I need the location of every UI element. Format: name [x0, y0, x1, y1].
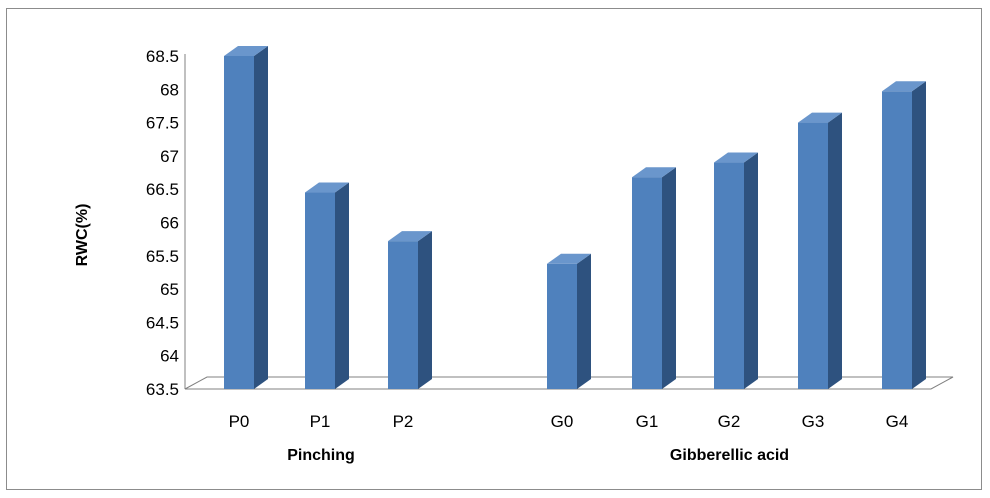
y-tick-label: 64 — [160, 347, 179, 366]
bar-top — [224, 46, 268, 56]
bar-top — [714, 152, 758, 163]
bar-p1 — [305, 182, 349, 389]
bar-p2 — [388, 231, 432, 389]
group-label: Pinching — [287, 447, 355, 464]
x-tick-label: G4 — [886, 412, 909, 431]
x-tick-label: P1 — [310, 412, 331, 431]
bar-front — [714, 162, 744, 389]
bar-front — [388, 241, 418, 389]
bar-top — [798, 112, 842, 123]
rwc-bar-chart: 68.5 68 67.5 67 66.5 66 65.5 65 64.5 64 63.5 P0 P1 P… — [74, 46, 954, 464]
x-tick-label: P0 — [229, 412, 250, 431]
bar-side — [744, 152, 758, 389]
bar-g4 — [882, 81, 926, 389]
bar-top — [547, 253, 591, 264]
bar-top — [305, 182, 349, 193]
bar-front — [882, 91, 912, 389]
bar-g3 — [798, 112, 842, 389]
bar-side — [577, 253, 591, 389]
bar-front — [305, 192, 335, 389]
y-tick-label: 67.5 — [146, 114, 179, 133]
y-tick-label: 68 — [160, 80, 179, 99]
x-tick-label: G0 — [551, 412, 574, 431]
bar-g1 — [632, 167, 676, 389]
bar-p0 — [224, 46, 268, 389]
y-tick-label: 65 — [160, 280, 179, 299]
y-tick-label: 66.5 — [146, 180, 179, 199]
y-tick-label: 65.5 — [146, 247, 179, 266]
y-tick-label: 67 — [160, 147, 179, 166]
x-tick-label: P2 — [393, 412, 414, 431]
y-tick-label: 68.5 — [146, 47, 179, 66]
bar-front — [632, 177, 662, 389]
bar-side — [418, 231, 432, 389]
y-tick-label: 63.5 — [146, 380, 179, 399]
bar-side — [828, 112, 842, 389]
x-tick-label: G2 — [718, 412, 741, 431]
bar-g2 — [714, 152, 758, 389]
bar-front — [547, 263, 577, 389]
bar-front — [224, 56, 254, 389]
bar-front — [798, 122, 828, 389]
bar-side — [254, 46, 268, 389]
x-tick-label: G1 — [636, 412, 659, 431]
chart-frame: 68.5 68 67.5 67 66.5 66 65.5 65 64.5 64 63.5 P0 P1 P… — [6, 8, 982, 490]
bar-g0 — [547, 253, 591, 389]
bar-top — [632, 167, 676, 178]
bar-side — [335, 182, 349, 389]
group-label: Gibberellic acid — [670, 447, 789, 464]
y-tick-label: 66 — [160, 214, 179, 233]
x-tick-label: G3 — [802, 412, 825, 431]
y-axis-title: RWC(%) — [74, 204, 91, 267]
bar-top — [882, 81, 926, 92]
bar-side — [662, 167, 676, 389]
y-tick-label: 64.5 — [146, 313, 179, 332]
bar-side — [912, 81, 926, 389]
bar-top — [388, 231, 432, 242]
